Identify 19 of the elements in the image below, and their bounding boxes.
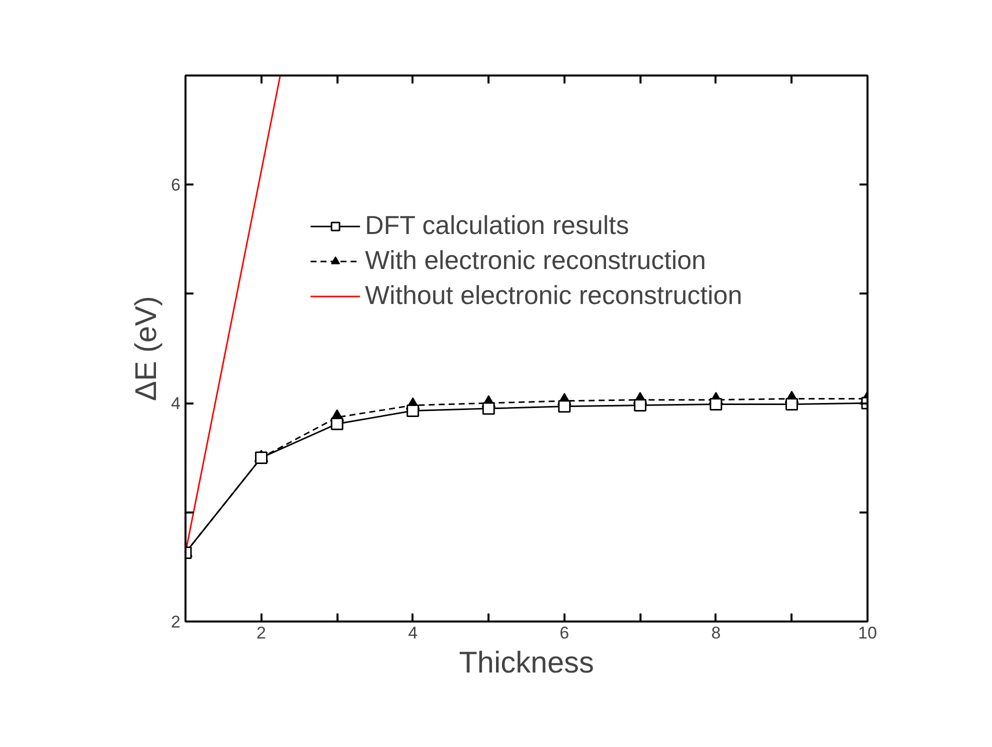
x-tick-label: 8 xyxy=(711,624,721,642)
point xyxy=(482,402,495,415)
legend-label: DFT calculation results xyxy=(365,210,629,241)
point xyxy=(634,399,646,412)
legend-label: Without electronic reconstruction xyxy=(365,280,742,311)
point xyxy=(558,400,571,413)
point xyxy=(710,398,722,410)
x-tick-label: 2 xyxy=(256,624,266,642)
y-tick-label: 6 xyxy=(171,176,181,195)
point xyxy=(406,404,420,417)
y-tick-label: 4 xyxy=(171,394,181,414)
x-tick-label: 6 xyxy=(560,624,570,642)
point xyxy=(330,418,344,430)
point xyxy=(785,398,798,410)
x-tick-label: 10 xyxy=(858,624,877,642)
y-axis-title: ΔE (eV) xyxy=(130,296,164,402)
x-axis-title: Thickness xyxy=(458,646,594,680)
legend-label: With electronic reconstruction xyxy=(365,245,706,276)
x-tick-label: 4 xyxy=(408,624,418,642)
